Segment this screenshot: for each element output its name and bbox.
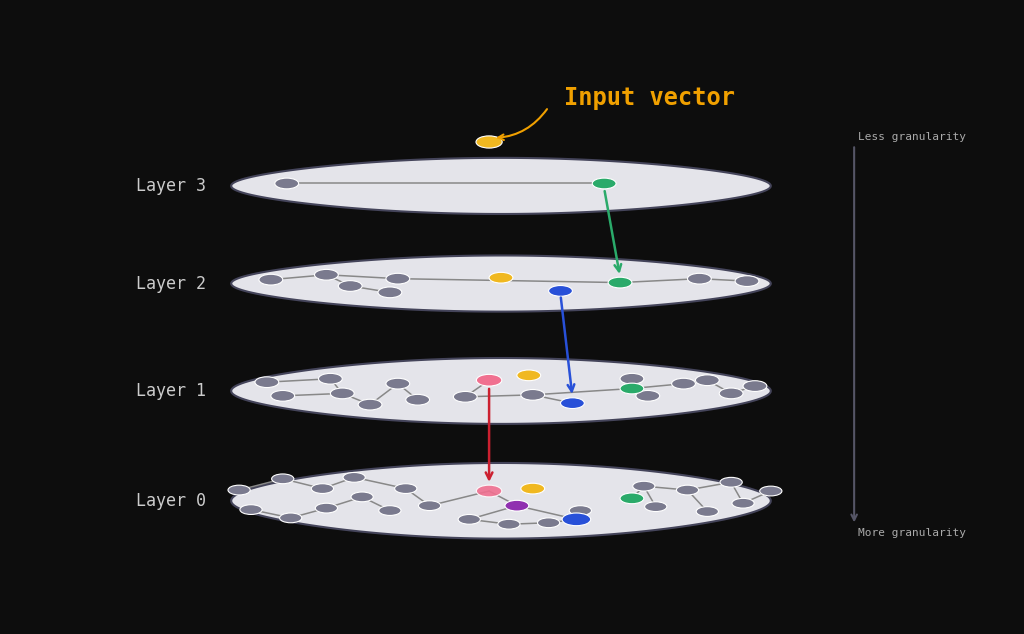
Ellipse shape xyxy=(636,391,659,401)
Ellipse shape xyxy=(735,276,759,287)
Ellipse shape xyxy=(743,380,767,391)
Ellipse shape xyxy=(280,513,302,523)
Ellipse shape xyxy=(560,398,585,408)
Ellipse shape xyxy=(419,501,440,510)
Ellipse shape xyxy=(228,485,250,495)
Ellipse shape xyxy=(672,378,695,389)
Ellipse shape xyxy=(621,493,644,504)
Ellipse shape xyxy=(318,373,342,384)
Ellipse shape xyxy=(315,503,338,513)
Ellipse shape xyxy=(394,484,417,493)
Ellipse shape xyxy=(240,505,262,514)
Ellipse shape xyxy=(720,477,742,487)
Ellipse shape xyxy=(505,500,528,511)
Ellipse shape xyxy=(386,378,410,389)
Ellipse shape xyxy=(732,498,754,508)
Ellipse shape xyxy=(476,374,502,386)
Ellipse shape xyxy=(562,513,591,526)
Ellipse shape xyxy=(696,507,719,517)
Ellipse shape xyxy=(270,391,295,401)
Ellipse shape xyxy=(259,275,283,285)
Polygon shape xyxy=(231,358,771,424)
Ellipse shape xyxy=(498,519,520,529)
Ellipse shape xyxy=(677,485,698,495)
Ellipse shape xyxy=(517,370,541,380)
Ellipse shape xyxy=(271,474,294,484)
Text: Less granularity: Less granularity xyxy=(858,132,966,142)
Ellipse shape xyxy=(331,388,354,399)
Ellipse shape xyxy=(549,285,572,296)
Ellipse shape xyxy=(358,399,382,410)
Polygon shape xyxy=(231,158,771,214)
Ellipse shape xyxy=(521,389,545,400)
Ellipse shape xyxy=(454,391,477,402)
Text: More granularity: More granularity xyxy=(858,527,966,538)
Ellipse shape xyxy=(351,492,373,501)
Ellipse shape xyxy=(687,273,712,284)
Ellipse shape xyxy=(314,269,338,280)
Ellipse shape xyxy=(378,287,401,298)
Ellipse shape xyxy=(406,394,430,405)
Ellipse shape xyxy=(338,281,362,292)
Text: Layer 1: Layer 1 xyxy=(136,382,206,400)
Ellipse shape xyxy=(569,506,592,515)
Ellipse shape xyxy=(592,178,616,189)
Ellipse shape xyxy=(608,277,632,288)
Ellipse shape xyxy=(379,506,401,515)
Ellipse shape xyxy=(695,375,719,385)
Polygon shape xyxy=(231,256,771,312)
Ellipse shape xyxy=(311,484,334,493)
Text: Layer 3: Layer 3 xyxy=(136,177,206,195)
Text: Layer 2: Layer 2 xyxy=(136,275,206,292)
Ellipse shape xyxy=(645,501,667,512)
Ellipse shape xyxy=(458,514,480,524)
Ellipse shape xyxy=(621,373,644,384)
Ellipse shape xyxy=(274,178,299,189)
Ellipse shape xyxy=(476,485,502,497)
Ellipse shape xyxy=(386,273,410,284)
Ellipse shape xyxy=(476,136,502,148)
Text: Input vector: Input vector xyxy=(564,86,735,110)
Ellipse shape xyxy=(255,377,279,387)
Ellipse shape xyxy=(521,483,545,494)
Ellipse shape xyxy=(489,273,513,283)
Ellipse shape xyxy=(621,383,644,394)
Text: Layer 0: Layer 0 xyxy=(136,492,206,510)
Ellipse shape xyxy=(760,486,782,496)
Ellipse shape xyxy=(633,481,655,491)
Ellipse shape xyxy=(719,388,743,399)
Ellipse shape xyxy=(538,518,560,527)
Polygon shape xyxy=(231,463,771,539)
Ellipse shape xyxy=(343,472,366,482)
